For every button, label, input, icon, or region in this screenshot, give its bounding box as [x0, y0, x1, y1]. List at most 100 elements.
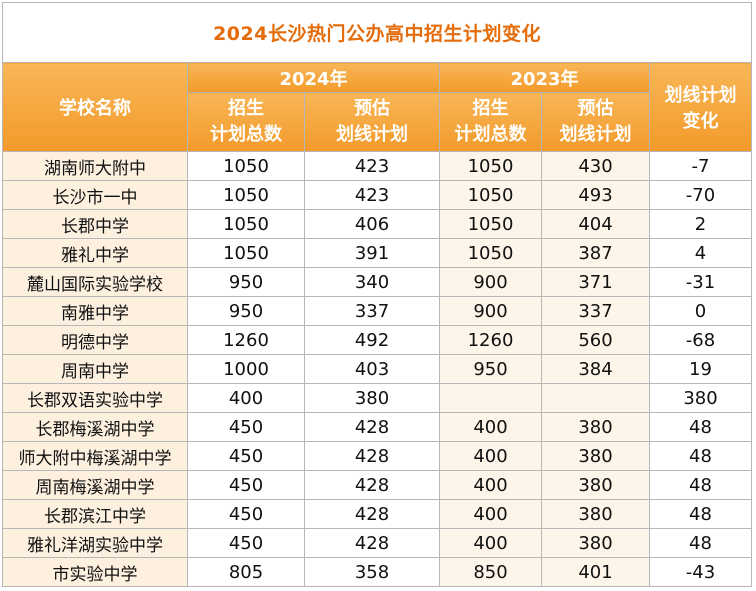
table-row: 明德中学 1260 492 1260 560 -68 [2, 325, 753, 355]
cell-school: 周南梅溪湖中学 [2, 470, 188, 500]
table-row: 周南梅溪湖中学 450 428 400 380 48 [2, 470, 753, 500]
cell-plan-2023: 850 [439, 557, 542, 587]
header-est-line2: 划线计划 [336, 124, 408, 145]
cell-est-2024: 428 [304, 528, 440, 558]
header-change: 划线计划 变化 [648, 62, 753, 152]
cell-school: 长沙市一中 [2, 180, 188, 210]
cell-change: 2 [648, 209, 753, 239]
cell-school: 雅礼中学 [2, 238, 188, 268]
cell-change: 48 [648, 528, 753, 558]
cell-plan-2023: 1050 [439, 238, 542, 268]
cell-est-2023: 384 [541, 354, 650, 384]
cell-school: 师大附中梅溪湖中学 [2, 441, 188, 471]
cell-est-2024: 428 [304, 470, 440, 500]
cell-plan-2024: 450 [187, 470, 305, 500]
cell-change: 48 [648, 470, 753, 500]
cell-est-2023: 387 [541, 238, 650, 268]
table-row: 周南中学 1000 403 950 384 19 [2, 354, 753, 384]
cell-school: 长郡中学 [2, 209, 188, 239]
cell-est-2024: 492 [304, 325, 440, 355]
header-plan-line1: 招生 [472, 98, 509, 119]
cell-plan-2024: 1050 [187, 151, 305, 181]
cell-plan-2024: 950 [187, 296, 305, 326]
cell-est-2023: 380 [541, 441, 650, 471]
cell-plan-2023: 950 [439, 354, 542, 384]
cell-plan-2024: 400 [187, 383, 305, 413]
header-change-line1: 划线计划 [664, 85, 737, 106]
cell-est-2023: 380 [541, 470, 650, 500]
cell-plan-2023: 900 [439, 267, 542, 297]
cell-est-2023: 380 [541, 528, 650, 558]
table-row: 南雅中学 950 337 900 337 0 [2, 296, 753, 326]
cell-plan-2023: 400 [439, 499, 542, 529]
cell-est-2024: 428 [304, 441, 440, 471]
header-est-line2: 划线计划 [559, 124, 632, 145]
cell-school: 湖南师大附中 [2, 151, 188, 181]
cell-est-2024: 428 [304, 499, 440, 529]
cell-plan-2023: 400 [439, 441, 542, 471]
table-row: 长沙市一中 1050 423 1050 493 -70 [2, 180, 753, 210]
cell-plan-2023: 400 [439, 470, 542, 500]
cell-change: -31 [648, 267, 753, 297]
cell-est-2023 [541, 383, 650, 413]
cell-school: 周南中学 [2, 354, 188, 384]
table-row: 麓山国际实验学校 950 340 900 371 -31 [2, 267, 753, 297]
cell-school: 明德中学 [2, 325, 188, 355]
header-plan-2023: 招生 计划总数 [439, 92, 542, 152]
cell-change: 4 [648, 238, 753, 268]
cell-change: -43 [648, 557, 753, 587]
table-row: 长郡梅溪湖中学 450 428 400 380 48 [2, 412, 753, 442]
cell-plan-2024: 1000 [187, 354, 305, 384]
cell-est-2024: 380 [304, 383, 440, 413]
cell-change: 48 [648, 441, 753, 471]
cell-change: 48 [648, 412, 753, 442]
cell-est-2024: 340 [304, 267, 440, 297]
cell-plan-2024: 450 [187, 499, 305, 529]
header-change-line2: 变化 [682, 111, 719, 132]
table-title: 2024长沙热门公办高中招生计划变化 [1, 2, 753, 63]
cell-school: 市实验中学 [2, 557, 188, 587]
cell-plan-2024: 805 [187, 557, 305, 587]
cell-change: -68 [648, 325, 753, 355]
cell-plan-2024: 450 [187, 412, 305, 442]
cell-plan-2023: 1050 [439, 151, 542, 181]
table-row: 长郡双语实验中学 400 380 380 [2, 383, 753, 413]
cell-school: 长郡双语实验中学 [2, 383, 188, 413]
cell-est-2023: 493 [541, 180, 650, 210]
cell-est-2023: 337 [541, 296, 650, 326]
cell-plan-2024: 1050 [187, 238, 305, 268]
table-row: 湖南师大附中 1050 423 1050 430 -7 [2, 151, 753, 181]
header-plan-line1: 招生 [228, 98, 264, 119]
cell-plan-2023: 900 [439, 296, 542, 326]
header-year-2024: 2024年 [187, 62, 440, 93]
cell-est-2023: 401 [541, 557, 650, 587]
cell-school: 南雅中学 [2, 296, 188, 326]
header-plan-line2: 计划总数 [454, 124, 527, 145]
cell-plan-2024: 1260 [187, 325, 305, 355]
cell-change: 48 [648, 499, 753, 529]
cell-est-2024: 423 [304, 151, 440, 181]
cell-est-2024: 406 [304, 209, 440, 239]
header-plan-2024: 招生 计划总数 [187, 92, 305, 152]
cell-school: 长郡滨江中学 [2, 499, 188, 529]
header-year-2023: 2023年 [439, 62, 650, 93]
cell-school: 麓山国际实验学校 [2, 267, 188, 297]
cell-est-2024: 428 [304, 412, 440, 442]
cell-plan-2023: 1050 [439, 180, 542, 210]
cell-est-2024: 403 [304, 354, 440, 384]
cell-est-2023: 380 [541, 412, 650, 442]
cell-plan-2024: 1050 [187, 209, 305, 239]
cell-change: -70 [648, 180, 753, 210]
header-est-2024: 预估 划线计划 [304, 92, 440, 152]
cell-plan-2024: 450 [187, 441, 305, 471]
cell-est-2024: 337 [304, 296, 440, 326]
cell-est-2023: 371 [541, 267, 650, 297]
table-row: 市实验中学 805 358 850 401 -43 [2, 557, 753, 587]
header-est-line1: 预估 [354, 98, 390, 119]
cell-change: 0 [648, 296, 753, 326]
cell-est-2024: 423 [304, 180, 440, 210]
cell-plan-2024: 450 [187, 528, 305, 558]
cell-est-2023: 560 [541, 325, 650, 355]
